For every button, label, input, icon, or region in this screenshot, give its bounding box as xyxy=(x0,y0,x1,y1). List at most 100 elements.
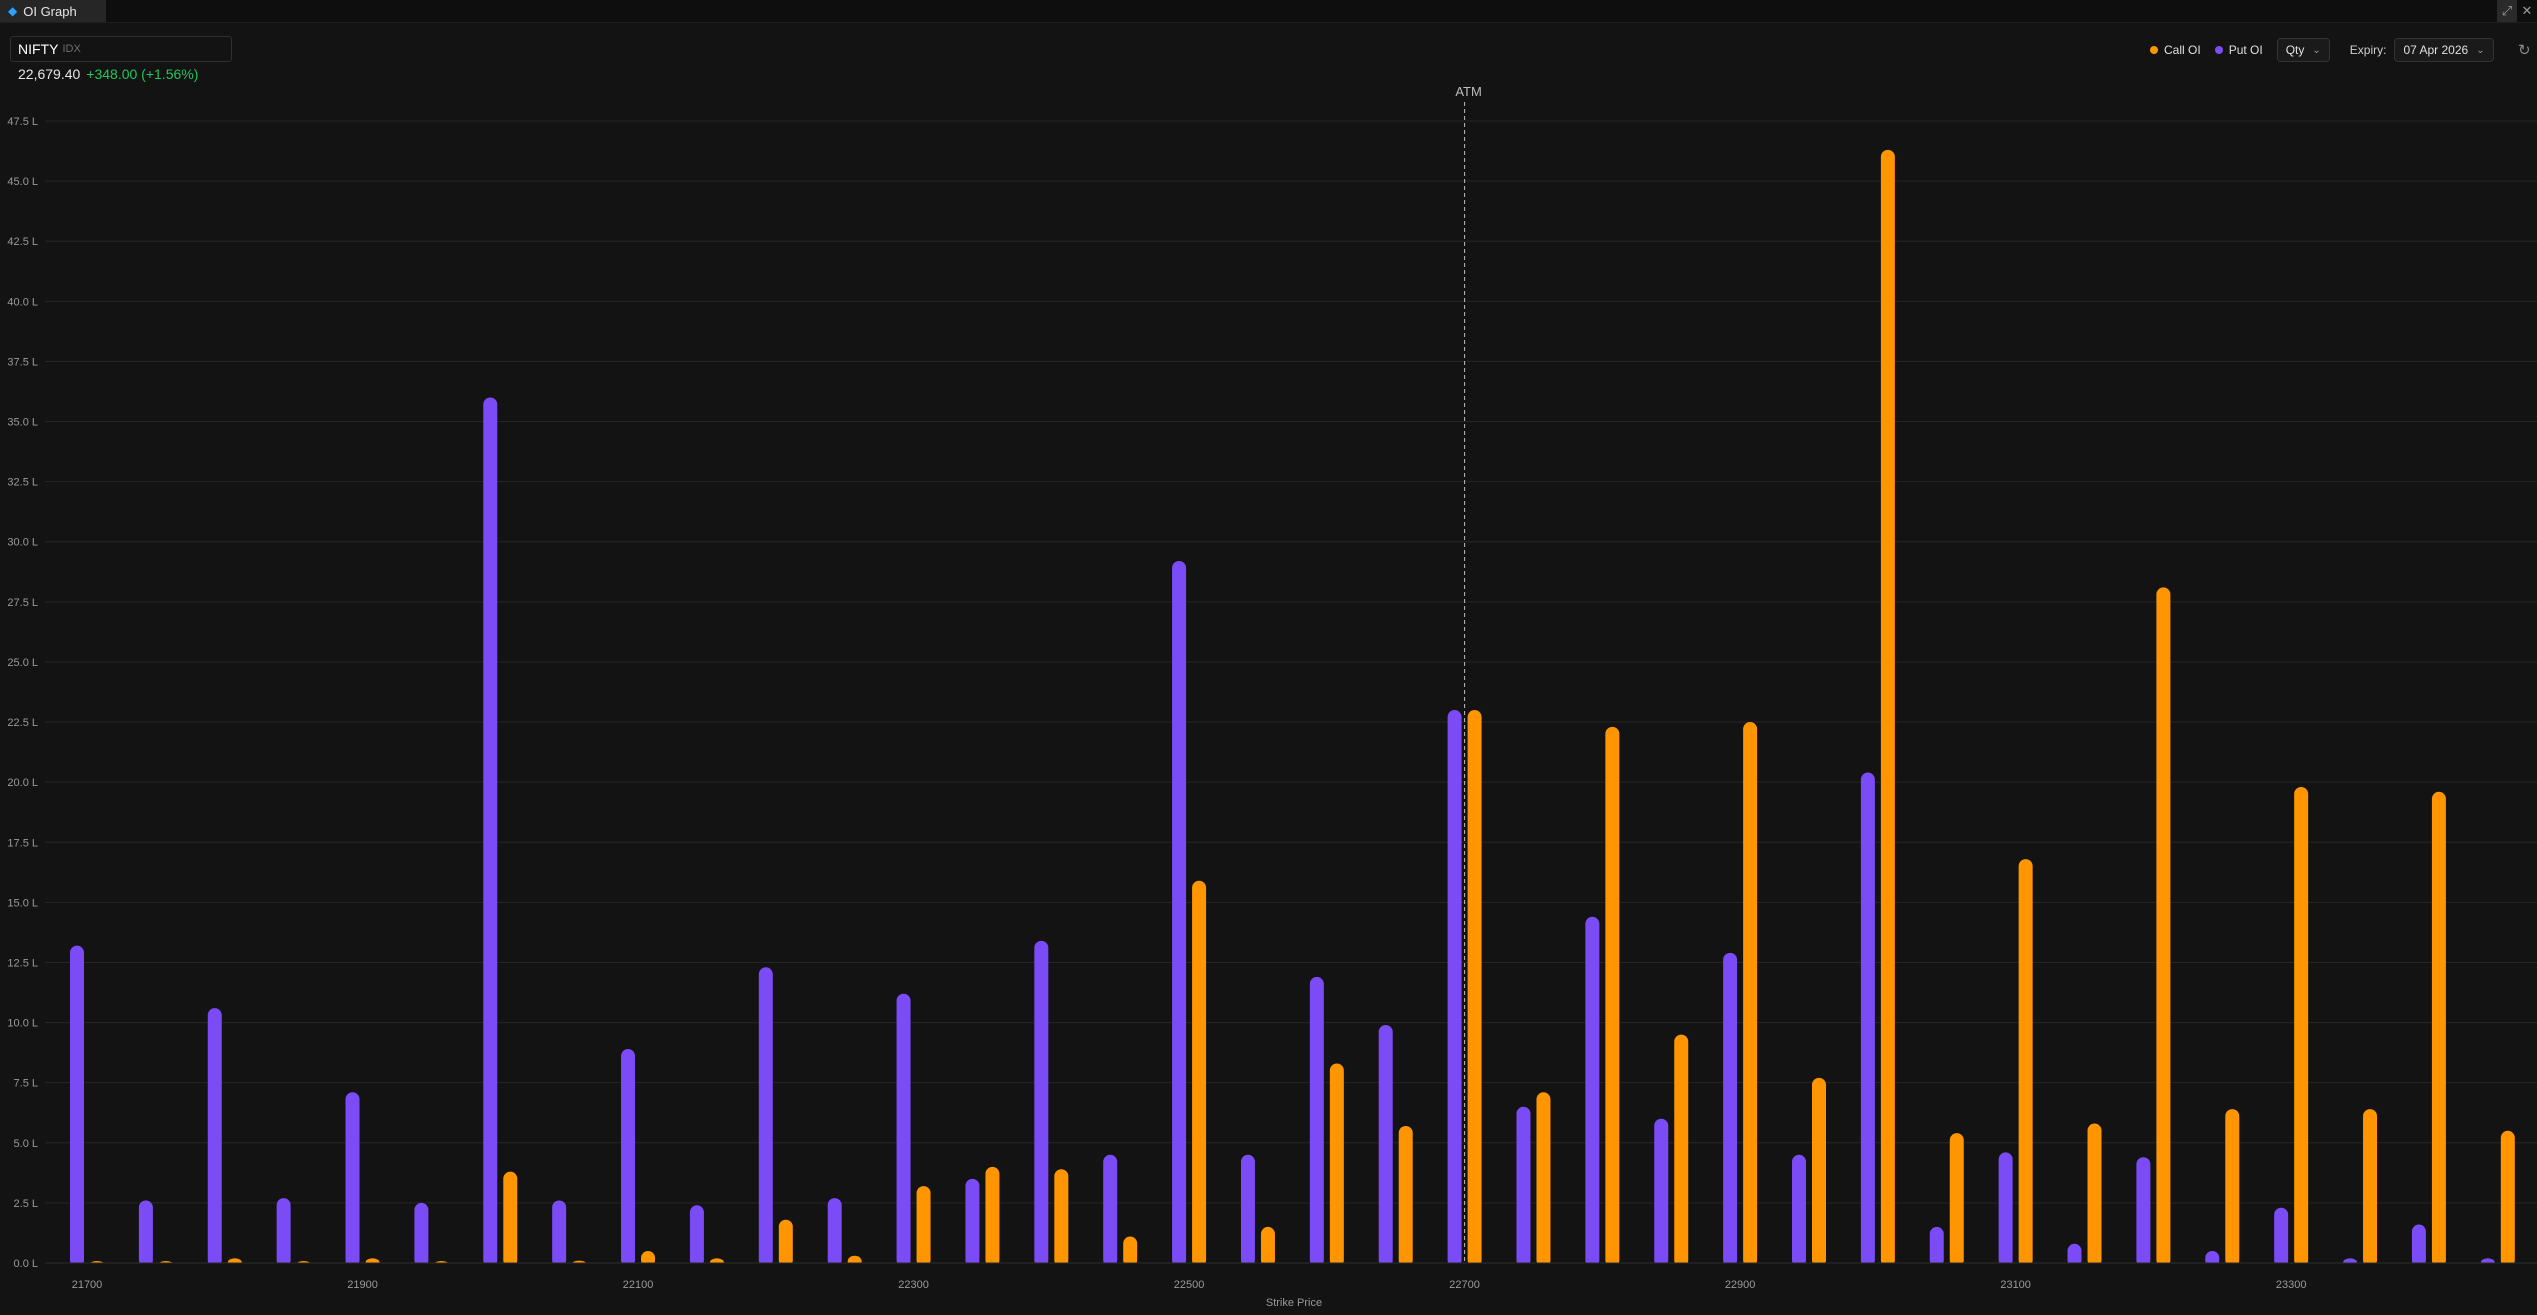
y-tick-label: 5.0 L xyxy=(14,1138,38,1150)
x-tick-label: 21700 xyxy=(72,1279,103,1291)
symbol-search-input[interactable]: NIFTY IDX xyxy=(10,36,232,62)
put-oi-bar xyxy=(965,1178,980,1267)
call-oi-bar xyxy=(1812,1077,1826,1267)
call-oi-bar xyxy=(1743,722,1758,1267)
x-tick-label: 23300 xyxy=(2276,1279,2307,1291)
put-oi-bar xyxy=(621,1049,636,1267)
y-tick-label: 10.0 L xyxy=(7,1018,38,1030)
call-oi-bar xyxy=(2294,786,2309,1267)
put-oi-bar xyxy=(552,1200,567,1267)
price-row: 22,679.40 +348.00 (+1.56%) xyxy=(18,66,198,82)
qty-select-value: Qty xyxy=(2285,43,2305,57)
y-tick-label: 47.5 L xyxy=(7,116,38,128)
call-oi-bar xyxy=(1192,880,1207,1267)
put-oi-bar xyxy=(827,1198,842,1267)
put-oi-bar xyxy=(1034,940,1049,1267)
call-oi-bar xyxy=(2087,1123,2102,1267)
call-oi-bar xyxy=(1467,710,1482,1267)
y-tick-label: 17.5 L xyxy=(7,837,38,849)
put-oi-bar xyxy=(70,945,84,1267)
close-icon[interactable]: ✕ xyxy=(2521,3,2533,18)
put-oi-bar xyxy=(138,1200,153,1267)
y-tick-label: 45.0 L xyxy=(7,176,38,188)
call-oi-bar xyxy=(916,1186,931,1267)
chevron-down-icon: ⌄ xyxy=(2312,44,2321,56)
call-dot-icon xyxy=(2150,46,2158,54)
x-tick-label: 22900 xyxy=(1725,1279,1756,1291)
y-tick-label: 42.5 L xyxy=(7,236,38,248)
x-tick-label: 22500 xyxy=(1174,1279,1205,1291)
put-oi-bar xyxy=(1309,976,1324,1267)
expiry-select[interactable]: 07 Apr 2026 ⌄ xyxy=(2394,38,2494,62)
call-oi-bar xyxy=(2225,1109,2240,1267)
legend-call[interactable]: Call OI xyxy=(2150,43,2201,57)
symbol-name: NIFTY xyxy=(18,41,59,57)
put-oi-bar xyxy=(896,993,911,1267)
x-tick-label: 22700 xyxy=(1449,1279,1480,1291)
put-oi-bar xyxy=(2136,1157,2151,1267)
y-tick-label: 7.5 L xyxy=(14,1078,38,1090)
tab-title: OI Graph xyxy=(23,3,77,19)
call-oi-bar xyxy=(1605,726,1620,1267)
atm-label: ATM xyxy=(1455,84,1481,99)
x-tick-label: 23100 xyxy=(2000,1279,2031,1291)
call-oi-bar xyxy=(1949,1133,1964,1267)
tab-bar: ◆ OI Graph ⤢ ✕ xyxy=(0,0,2537,23)
y-tick-label: 0.0 L xyxy=(14,1258,38,1270)
legend-put-label: Put OI xyxy=(2228,43,2263,57)
y-tick-label: 2.5 L xyxy=(14,1198,38,1210)
put-oi-bar xyxy=(1585,916,1600,1267)
legend-call-label: Call OI xyxy=(2164,43,2201,57)
y-tick-label: 40.0 L xyxy=(7,296,38,308)
y-tick-label: 27.5 L xyxy=(7,597,38,609)
y-tick-label: 25.0 L xyxy=(7,657,38,669)
call-oi-bar xyxy=(2156,587,2171,1267)
x-tick-label: 22100 xyxy=(623,1279,654,1291)
put-oi-bar xyxy=(2274,1207,2289,1267)
y-tick-label: 35.0 L xyxy=(7,417,38,429)
put-oi-bar xyxy=(1172,560,1187,1267)
chart-icon: ◆ xyxy=(8,4,18,18)
call-oi-bar xyxy=(2431,791,2446,1267)
put-oi-bar xyxy=(345,1092,360,1267)
put-oi-bar xyxy=(1929,1226,1944,1267)
expiry-label: Expiry: xyxy=(2349,43,2387,57)
put-oi-bar xyxy=(414,1202,429,1267)
y-tick-label: 32.5 L xyxy=(7,477,38,489)
last-price: 22,679.40 xyxy=(18,66,81,82)
put-oi-bar xyxy=(1103,1154,1118,1267)
expand-icon[interactable]: ⤢ xyxy=(2497,0,2517,22)
axis-baseline-mask xyxy=(45,1263,2537,1269)
put-oi-bar xyxy=(689,1205,704,1267)
chevron-down-icon: ⌄ xyxy=(2476,44,2485,56)
chart-controls: Call OI Put OI Qty ⌄ Expiry: 07 Apr 2026… xyxy=(2150,38,2494,62)
price-change: +348.00 (+1.56%) xyxy=(86,66,199,82)
y-tick-label: 37.5 L xyxy=(7,356,38,368)
expiry-select-value: 07 Apr 2026 xyxy=(2403,43,2469,57)
call-oi-bar xyxy=(1398,1125,1413,1267)
call-oi-bar xyxy=(778,1219,793,1267)
legend-put[interactable]: Put OI xyxy=(2214,43,2263,57)
tab-oi-graph[interactable]: ◆ OI Graph xyxy=(0,0,106,22)
call-oi-bar xyxy=(1329,1063,1344,1267)
put-oi-bar xyxy=(2411,1224,2426,1267)
x-axis-label: Strike Price xyxy=(1266,1297,1322,1309)
put-oi-bar xyxy=(483,397,498,1267)
x-tick-label: 21900 xyxy=(347,1279,378,1291)
call-oi-bar xyxy=(1123,1236,1138,1267)
call-oi-bar xyxy=(1054,1169,1069,1267)
put-oi-bar xyxy=(1240,1154,1255,1267)
y-tick-label: 15.0 L xyxy=(7,897,38,909)
put-oi-bar xyxy=(1447,710,1462,1267)
refresh-icon[interactable]: ↻ xyxy=(2518,42,2531,59)
qty-select[interactable]: Qty ⌄ xyxy=(2276,38,2330,62)
call-oi-bar xyxy=(2500,1130,2515,1267)
put-oi-bar xyxy=(1998,1152,2013,1267)
put-oi-bar xyxy=(2067,1243,2082,1267)
y-tick-label: 20.0 L xyxy=(7,777,38,789)
call-oi-bar xyxy=(503,1171,518,1267)
put-oi-bar xyxy=(1378,1024,1393,1267)
put-oi-bar xyxy=(1654,1118,1669,1267)
put-oi-bar xyxy=(1860,772,1875,1267)
put-oi-bar xyxy=(1723,952,1738,1267)
